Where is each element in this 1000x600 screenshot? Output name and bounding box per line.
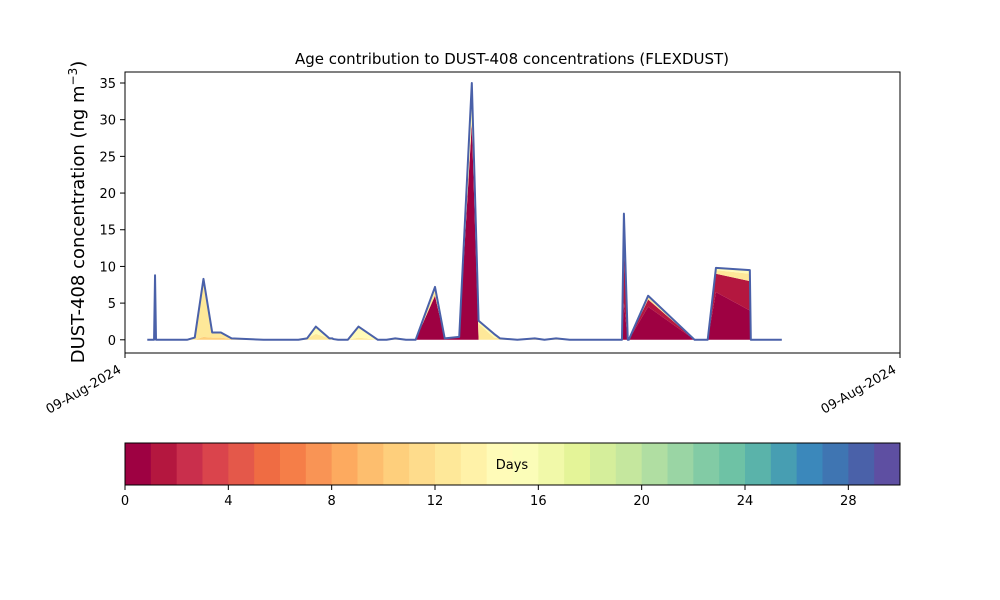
y-tick-label: 0	[108, 334, 116, 349]
colorbar-swatch	[796, 443, 823, 485]
y-tick-label: 20	[99, 187, 116, 202]
colorbar-swatch	[125, 443, 152, 485]
colorbar-swatch	[667, 443, 694, 485]
chart-title: Age contribution to DUST-408 concentrati…	[295, 50, 729, 68]
y-tick-label: 15	[99, 224, 116, 239]
colorbar-swatch	[564, 443, 591, 485]
x-axis: 09-Aug-2024 09-Aug-2024	[44, 353, 901, 418]
plot-frame	[124, 71, 901, 354]
colorbar-swatch	[693, 443, 720, 485]
colorbar-swatch	[874, 443, 901, 485]
colorbar-tick-label: 0	[121, 494, 129, 509]
x-tick-label: 09-Aug-2024	[44, 362, 124, 417]
y-tick-label: 35	[99, 77, 116, 92]
colorbar-swatch	[150, 443, 178, 485]
colorbar-swatch	[383, 443, 410, 485]
y-axis-label: DUST-408 concentration (ng m−3)	[66, 61, 89, 364]
colorbar-swatch	[460, 443, 488, 485]
colorbar-tick-label: 20	[633, 494, 650, 509]
colorbar-swatch	[538, 443, 565, 485]
colorbar-swatch	[254, 443, 281, 485]
colorbar-tick-label: 24	[737, 494, 754, 509]
colorbar-swatch	[305, 443, 333, 485]
colorbar-tick-label: 12	[427, 494, 444, 509]
colorbar-swatch	[822, 443, 849, 485]
y-axis-label-close: )	[68, 61, 89, 68]
colorbar-swatch	[590, 443, 617, 485]
colorbar-swatch	[770, 443, 798, 485]
colorbar-tick-label: 28	[840, 494, 857, 509]
x-tick-label: 09-Aug-2024	[819, 362, 899, 417]
colorbar-tick-label: 4	[224, 494, 232, 509]
colorbar-swatch	[745, 443, 772, 485]
y-tick-label: 5	[108, 297, 116, 312]
colorbar-frame	[124, 442, 901, 486]
colorbar-swatch	[486, 443, 513, 485]
colorbar-swatch	[202, 443, 229, 485]
y-axis-label-superscript: −3	[66, 68, 80, 86]
total-concentration-line	[147, 82, 782, 341]
colorbar-swatch	[357, 443, 384, 485]
y-tick-label: 10	[99, 260, 116, 275]
y-tick-label: 30	[99, 114, 116, 129]
colorbar-tick-label: 16	[530, 494, 547, 509]
colorbar-swatch	[331, 443, 358, 485]
colorbar-swatch	[228, 443, 255, 485]
colorbar-swatch	[719, 443, 746, 485]
colorbar-swatch	[641, 443, 668, 485]
colorbar-swatch	[280, 443, 307, 485]
colorbar-swatch	[435, 443, 462, 485]
colorbar-swatch	[512, 443, 539, 485]
y-tick-label: 25	[99, 150, 116, 165]
colorbar-label: Days	[496, 458, 529, 473]
y-axis: 0 5 10 15 20 25 30 35	[99, 77, 125, 349]
colorbar-tick-label: 8	[328, 494, 336, 509]
colorbar-swatch	[176, 443, 203, 485]
colorbar-swatch	[615, 443, 643, 485]
colorbar-swatch	[848, 443, 875, 485]
colorbar: 0 4 8 12 16 20 24 28	[121, 442, 901, 509]
age-band-area-0	[147, 123, 782, 340]
plot-layer	[147, 82, 782, 341]
colorbar-swatch	[409, 443, 436, 485]
